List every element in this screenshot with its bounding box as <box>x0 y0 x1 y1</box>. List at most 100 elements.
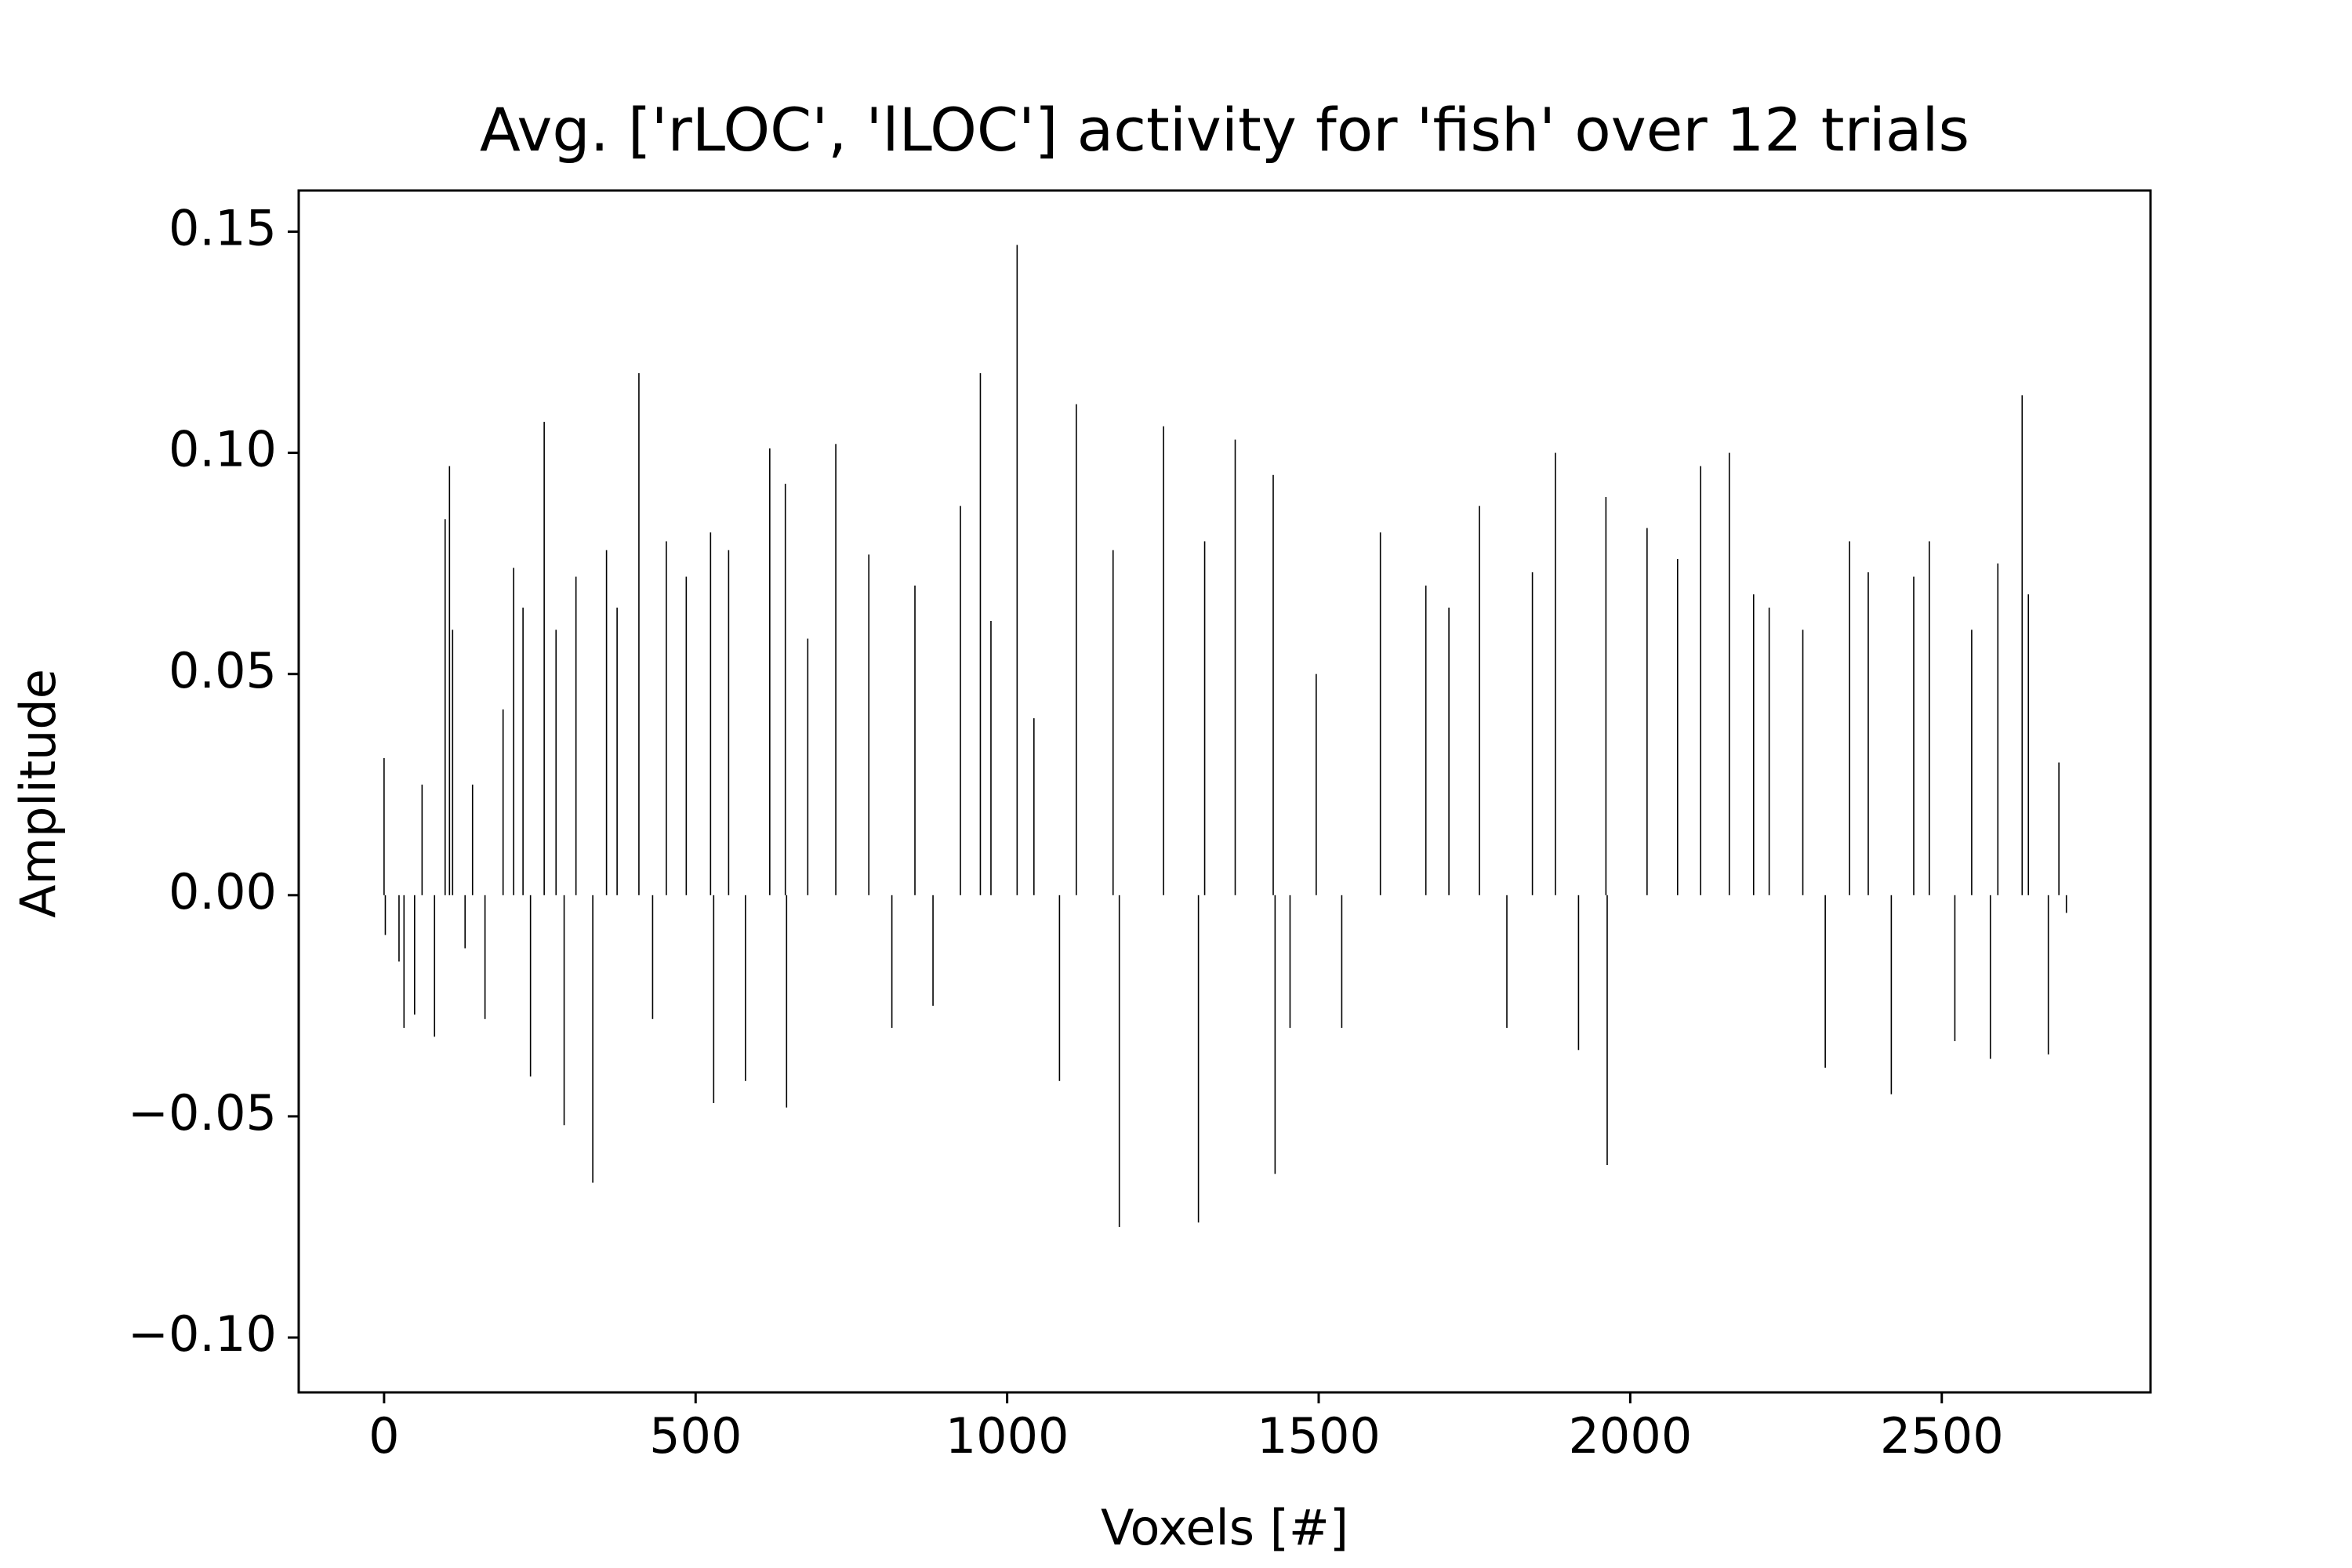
bar <box>605 550 608 895</box>
bar <box>1274 895 1276 1174</box>
bar <box>2065 895 2067 913</box>
bar <box>616 608 618 895</box>
bar <box>1997 563 1999 895</box>
bar <box>471 784 474 895</box>
bar <box>1646 528 1648 895</box>
bar <box>1824 895 1826 1068</box>
bar <box>529 895 532 1077</box>
bar <box>1033 718 1035 895</box>
bar <box>464 895 466 949</box>
bar <box>1606 895 1608 1165</box>
bar <box>592 895 593 1183</box>
bar <box>1197 895 1200 1223</box>
bar <box>769 448 771 895</box>
bar <box>1929 541 1930 895</box>
bar <box>868 554 869 895</box>
bar <box>1076 404 1077 895</box>
bar <box>710 532 712 895</box>
y-tick-label: −0.05 <box>128 1084 277 1142</box>
chart-title: Avg. ['rLOC', 'lLOC'] activity for 'fish… <box>480 95 1969 165</box>
bar <box>713 895 715 1103</box>
bar <box>1728 452 1730 895</box>
bar <box>1118 895 1120 1227</box>
bar <box>1479 506 1480 895</box>
y-tick-label: 0.15 <box>169 200 277 257</box>
bar <box>1802 630 1804 895</box>
bar <box>1234 439 1236 895</box>
bar <box>1971 630 1973 895</box>
x-tick-label: 500 <box>649 1407 742 1465</box>
bar <box>2027 594 2030 895</box>
bar <box>745 895 746 1081</box>
bar <box>1752 594 1755 895</box>
bar <box>2021 395 2024 895</box>
bar <box>1555 452 1556 895</box>
bar <box>452 630 454 895</box>
bar <box>835 444 837 895</box>
bar <box>652 895 654 1019</box>
bar <box>444 519 446 895</box>
bar <box>1849 541 1850 895</box>
bar <box>1768 608 1770 895</box>
bar <box>786 895 788 1108</box>
bar <box>575 576 577 895</box>
bar <box>522 608 524 895</box>
bar <box>685 576 688 895</box>
bar <box>421 784 423 895</box>
bar <box>728 550 730 895</box>
x-tick-label: 2500 <box>1880 1407 2004 1465</box>
bar <box>1605 497 1607 895</box>
bar <box>384 895 387 935</box>
bar <box>1448 608 1450 895</box>
bar <box>784 484 786 895</box>
bar <box>543 422 545 895</box>
bar <box>979 373 982 895</box>
y-tick-label: 0.10 <box>169 421 277 478</box>
bar <box>398 895 400 962</box>
plot-frame <box>297 189 2152 1394</box>
bar <box>1379 532 1381 895</box>
y-tick-label: 0.00 <box>169 863 277 920</box>
bar <box>891 895 893 1029</box>
bar <box>1890 895 1893 1094</box>
bar <box>1425 585 1427 895</box>
bar <box>1913 576 1915 895</box>
bar <box>2058 762 2060 895</box>
bar <box>1531 572 1534 895</box>
bar <box>638 373 640 895</box>
bar <box>1289 895 1291 1029</box>
bar <box>1272 474 1274 895</box>
bar <box>513 568 514 895</box>
bar <box>555 630 557 895</box>
bar <box>990 620 992 895</box>
bar <box>1867 572 1869 895</box>
bar <box>1112 550 1114 895</box>
bar <box>1676 558 1679 895</box>
bar <box>403 895 405 1029</box>
y-axis-label: Amplitude <box>9 669 67 918</box>
bar <box>414 895 416 1015</box>
x-tick-label: 0 <box>368 1407 399 1465</box>
y-tick-label: −0.10 <box>128 1305 277 1363</box>
bar <box>1016 245 1018 895</box>
bar <box>914 585 916 895</box>
bar <box>1341 895 1343 1029</box>
bar <box>1700 466 1701 895</box>
bar <box>1954 895 1956 1042</box>
bar <box>383 757 385 895</box>
bar <box>1316 673 1317 895</box>
bar <box>563 895 565 1126</box>
x-tick-label: 1000 <box>946 1407 1069 1465</box>
bar <box>1058 895 1061 1081</box>
bar <box>484 895 486 1019</box>
bar <box>2047 895 2049 1054</box>
bar <box>960 506 961 895</box>
x-axis-label: Voxels [#] <box>1101 1499 1348 1556</box>
bar <box>1577 895 1580 1051</box>
bar <box>932 895 934 1006</box>
bar <box>666 541 667 895</box>
y-tick-label: 0.05 <box>169 642 277 699</box>
bar <box>807 638 809 895</box>
